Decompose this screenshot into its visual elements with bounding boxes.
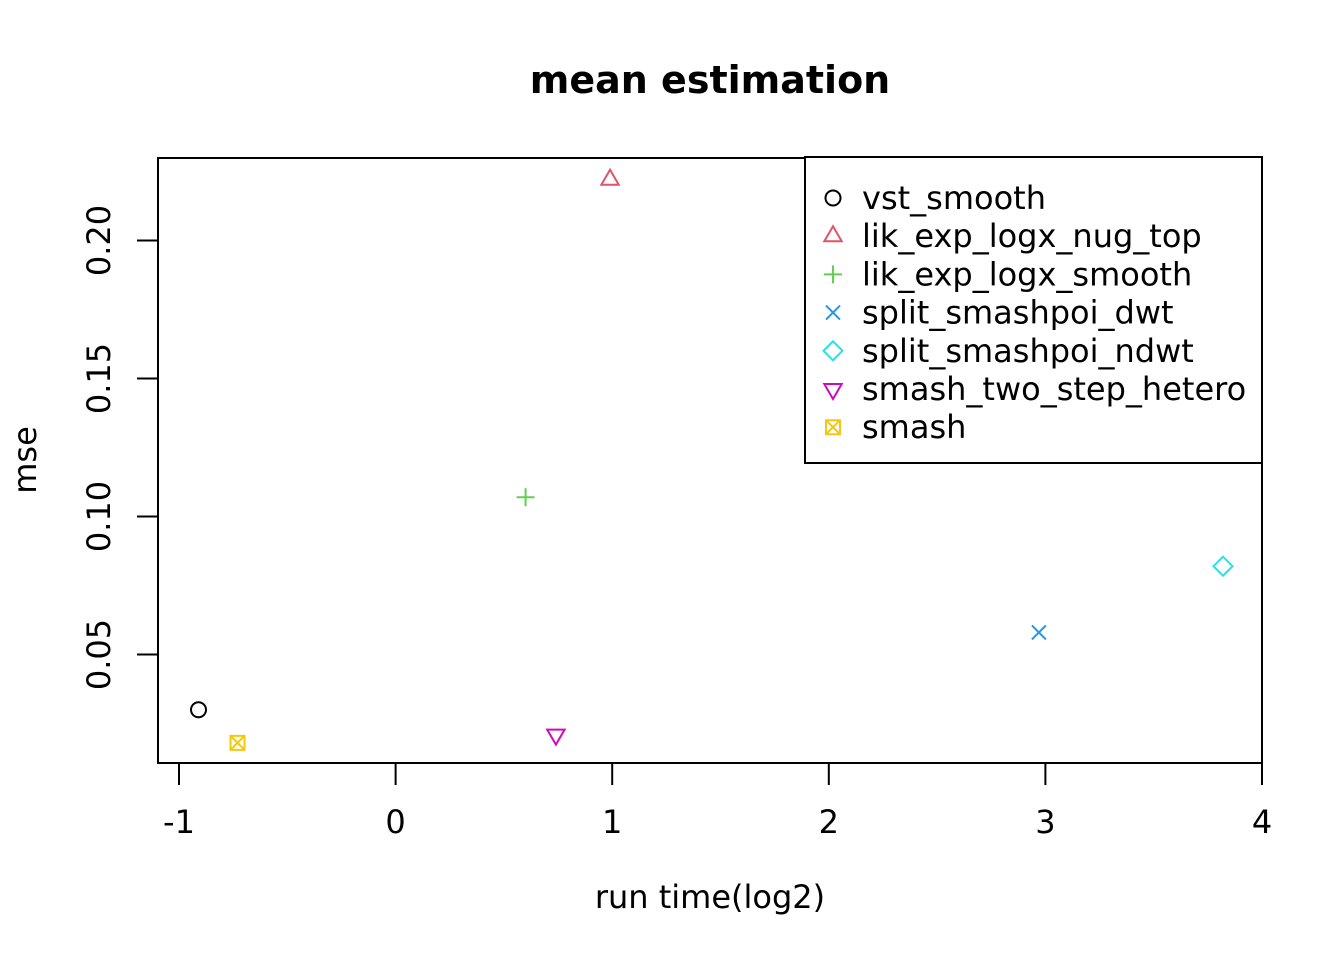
x-shape bbox=[825, 304, 841, 321]
x-marker bbox=[825, 304, 841, 321]
triangle-up-marker bbox=[599, 167, 621, 186]
legend-item: vst_smooth bbox=[824, 179, 1046, 217]
legend-item-label: smash bbox=[862, 408, 966, 446]
legend-item: smash_two_step_hetero bbox=[822, 370, 1246, 408]
plus-shape bbox=[516, 488, 535, 507]
y-axis: 0.05 0.10 0.15 0.20 bbox=[80, 205, 158, 690]
x-tick-label: 3 bbox=[1035, 803, 1055, 841]
square-x-marker bbox=[229, 734, 246, 751]
x-marker bbox=[1031, 624, 1047, 641]
triangle-down-marker bbox=[545, 728, 567, 747]
legend-item: split_smashpoi_dwt bbox=[825, 294, 1174, 332]
plus-marker bbox=[824, 265, 842, 284]
triangle-up-marker bbox=[822, 224, 844, 243]
legend: vst_smoothlik_exp_logx_nug_toplik_exp_lo… bbox=[804, 156, 1263, 464]
legend-item-label: split_smashpoi_dwt bbox=[862, 294, 1174, 332]
x-axis: -1 0 1 2 3 4 bbox=[163, 763, 1272, 841]
triangle-shape bbox=[599, 167, 621, 186]
legend-item-label: lik_exp_logx_smooth bbox=[862, 255, 1192, 293]
triangle-shape bbox=[822, 383, 844, 401]
circle-marker bbox=[190, 701, 208, 719]
y-tick-label: 0.15 bbox=[80, 343, 118, 414]
legend-item-label: smash_two_step_hetero bbox=[862, 370, 1246, 408]
triangle-shape bbox=[822, 224, 844, 243]
square-x-marker bbox=[825, 419, 841, 436]
x-tick-label: 1 bbox=[602, 803, 622, 841]
y-tick-label: 0.20 bbox=[80, 205, 118, 276]
legend-box bbox=[804, 156, 1263, 464]
x-shape bbox=[1031, 624, 1047, 641]
x-tick-label: 0 bbox=[385, 803, 405, 841]
legend-item-label: lik_exp_logx_nug_top bbox=[862, 217, 1202, 255]
x-tick-label: 4 bbox=[1252, 803, 1272, 841]
triangle-shape bbox=[545, 728, 567, 747]
y-tick-label: 0.05 bbox=[80, 619, 118, 690]
square-x-shape bbox=[825, 419, 841, 436]
legend-item: split_smashpoi_ndwt bbox=[822, 332, 1194, 370]
x-tick-label: 2 bbox=[819, 803, 839, 841]
chart-title: mean estimation bbox=[530, 58, 890, 102]
circle-shape bbox=[190, 701, 208, 719]
x-tick-label: -1 bbox=[163, 803, 195, 841]
y-axis-label: mse bbox=[6, 426, 44, 494]
square-x-shape bbox=[229, 734, 246, 751]
legend-item-label: split_smashpoi_ndwt bbox=[862, 332, 1194, 370]
legend-item: lik_exp_logx_smooth bbox=[824, 255, 1192, 293]
diamond-shape bbox=[822, 339, 844, 362]
circle-shape bbox=[824, 189, 842, 207]
x-axis-label: run time(log2) bbox=[595, 878, 825, 916]
legend-item: lik_exp_logx_nug_top bbox=[822, 217, 1202, 255]
y-tick-label: 0.10 bbox=[80, 481, 118, 552]
triangle-down-marker bbox=[822, 383, 844, 401]
diamond-shape bbox=[1212, 555, 1234, 578]
circle-marker bbox=[824, 189, 842, 207]
diamond-marker bbox=[822, 339, 844, 362]
plus-shape bbox=[824, 265, 842, 284]
data-points bbox=[190, 167, 1234, 751]
plus-marker bbox=[516, 488, 535, 507]
legend-item-label: vst_smooth bbox=[862, 179, 1046, 217]
legend-item: smash bbox=[825, 408, 966, 446]
diamond-marker bbox=[1212, 555, 1234, 578]
